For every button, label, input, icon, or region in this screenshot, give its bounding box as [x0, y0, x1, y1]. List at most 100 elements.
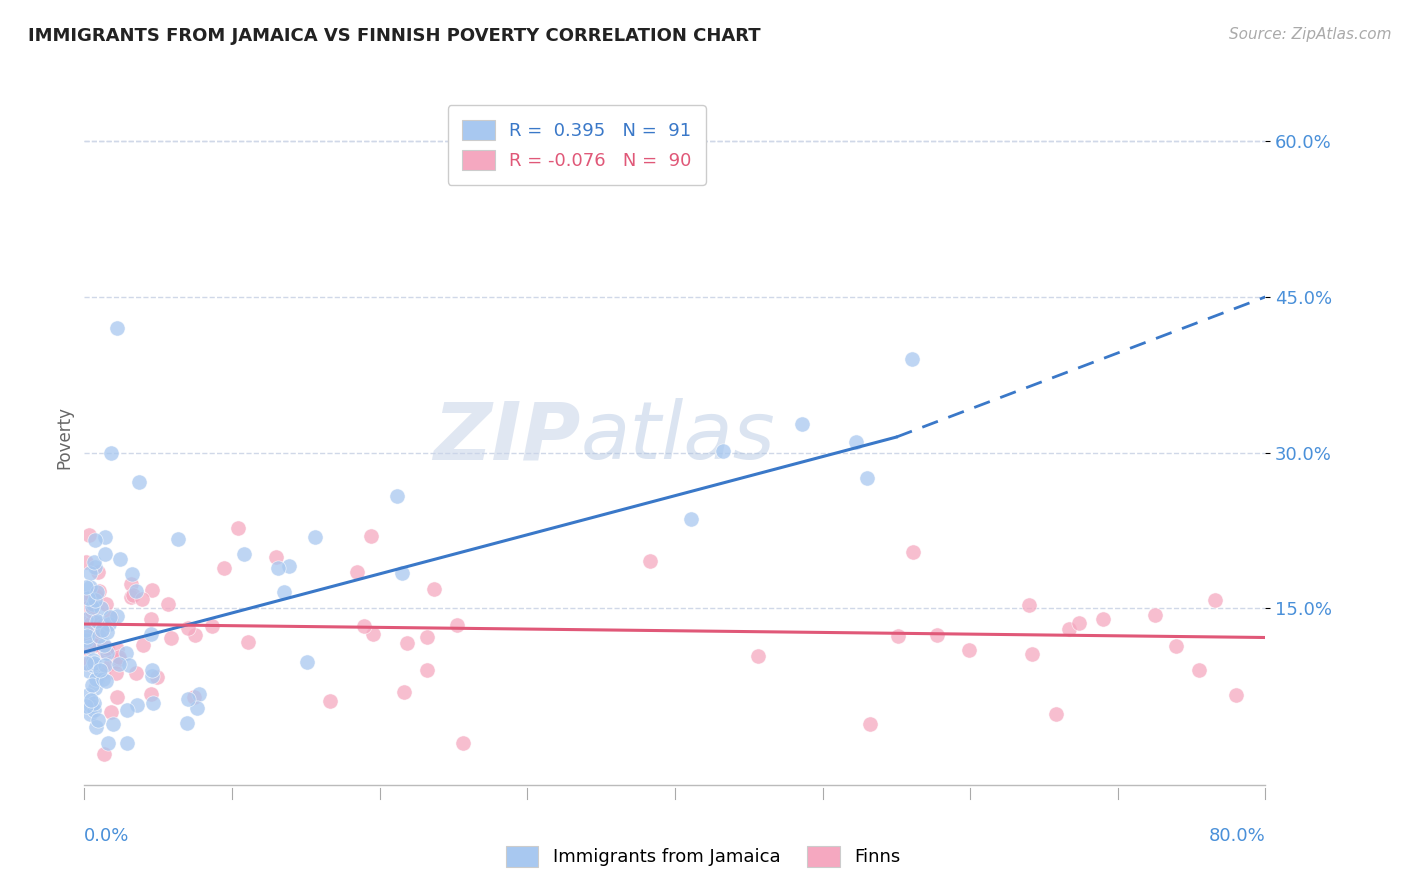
Point: [89, 583, 111, 598]
Point: [80, 693, 103, 707]
Point: [177, 691, 200, 706]
Point: [75, 612, 97, 626]
Point: [77, 657, 100, 671]
Point: [423, 582, 446, 596]
Point: [89, 666, 111, 681]
Point: [76, 629, 98, 643]
Point: [264, 549, 287, 564]
Point: [118, 658, 141, 673]
Point: [79, 580, 101, 594]
Point: [267, 561, 290, 575]
Point: [75, 555, 97, 569]
Point: [94, 597, 117, 611]
Point: [75, 614, 97, 628]
Point: [87, 565, 110, 579]
Point: [361, 627, 384, 641]
Point: [186, 701, 208, 715]
Point: [75, 656, 97, 670]
Point: [84, 589, 107, 603]
Point: [76, 657, 98, 671]
Point: [86, 585, 108, 599]
Point: [277, 559, 299, 574]
Point: [83, 555, 105, 569]
Point: [108, 551, 131, 566]
Point: [141, 663, 163, 677]
Point: [75, 699, 97, 714]
Point: [100, 610, 122, 624]
Point: [166, 532, 188, 546]
Point: [75, 580, 97, 594]
Point: [176, 716, 198, 731]
Text: 80.0%: 80.0%: [1209, 827, 1265, 845]
Point: [77, 630, 100, 644]
Point: [681, 512, 703, 526]
Point: [711, 444, 734, 458]
Point: [901, 352, 924, 367]
Point: [1057, 622, 1080, 636]
Text: 0.0%: 0.0%: [84, 827, 129, 845]
Point: [115, 646, 138, 660]
Y-axis label: Poverty: Poverty: [55, 406, 73, 468]
Point: [100, 706, 122, 720]
Point: [79, 566, 101, 580]
Point: [160, 631, 183, 645]
Point: [80, 699, 103, 714]
Point: [82, 653, 104, 667]
Point: [89, 628, 111, 642]
Point: [142, 696, 165, 710]
Point: [86, 614, 108, 628]
Point: [84, 681, 107, 695]
Point: [79, 706, 101, 721]
Point: [100, 445, 122, 459]
Point: [91, 665, 114, 679]
Point: [77, 591, 100, 606]
Point: [91, 673, 114, 687]
Point: [391, 566, 413, 581]
Point: [141, 688, 163, 702]
Point: [96, 640, 118, 655]
Point: [75, 623, 97, 637]
Point: [183, 690, 205, 704]
Point: [83, 703, 105, 717]
Point: [105, 609, 128, 624]
Point: [844, 435, 866, 450]
Point: [84, 613, 107, 627]
Point: [93, 530, 115, 544]
Point: [87, 668, 110, 682]
Point: [83, 638, 105, 652]
Point: [125, 666, 148, 681]
Point: [93, 617, 115, 632]
Point: [128, 475, 150, 490]
Point: [156, 597, 179, 611]
Point: [100, 657, 122, 671]
Point: [353, 619, 375, 633]
Point: [105, 690, 128, 704]
Point: [236, 635, 259, 649]
Point: [416, 631, 439, 645]
Point: [1018, 598, 1040, 612]
Point: [90, 624, 112, 639]
Point: [83, 592, 105, 607]
Point: [87, 615, 110, 630]
Point: [115, 736, 138, 750]
Point: [105, 642, 128, 657]
Point: [82, 619, 104, 633]
Point: [295, 655, 318, 669]
Point: [97, 616, 120, 631]
Point: [319, 694, 342, 708]
Point: [183, 628, 205, 642]
Point: [94, 644, 117, 658]
Point: [1092, 612, 1115, 626]
Point: [80, 629, 103, 643]
Point: [93, 547, 115, 561]
Point: [1204, 593, 1226, 607]
Point: [80, 615, 103, 630]
Point: [105, 321, 128, 335]
Point: [103, 716, 125, 731]
Point: [96, 625, 118, 640]
Point: [1045, 707, 1067, 722]
Point: [1164, 639, 1187, 653]
Point: [108, 657, 131, 672]
Point: [80, 678, 103, 692]
Point: [84, 638, 107, 652]
